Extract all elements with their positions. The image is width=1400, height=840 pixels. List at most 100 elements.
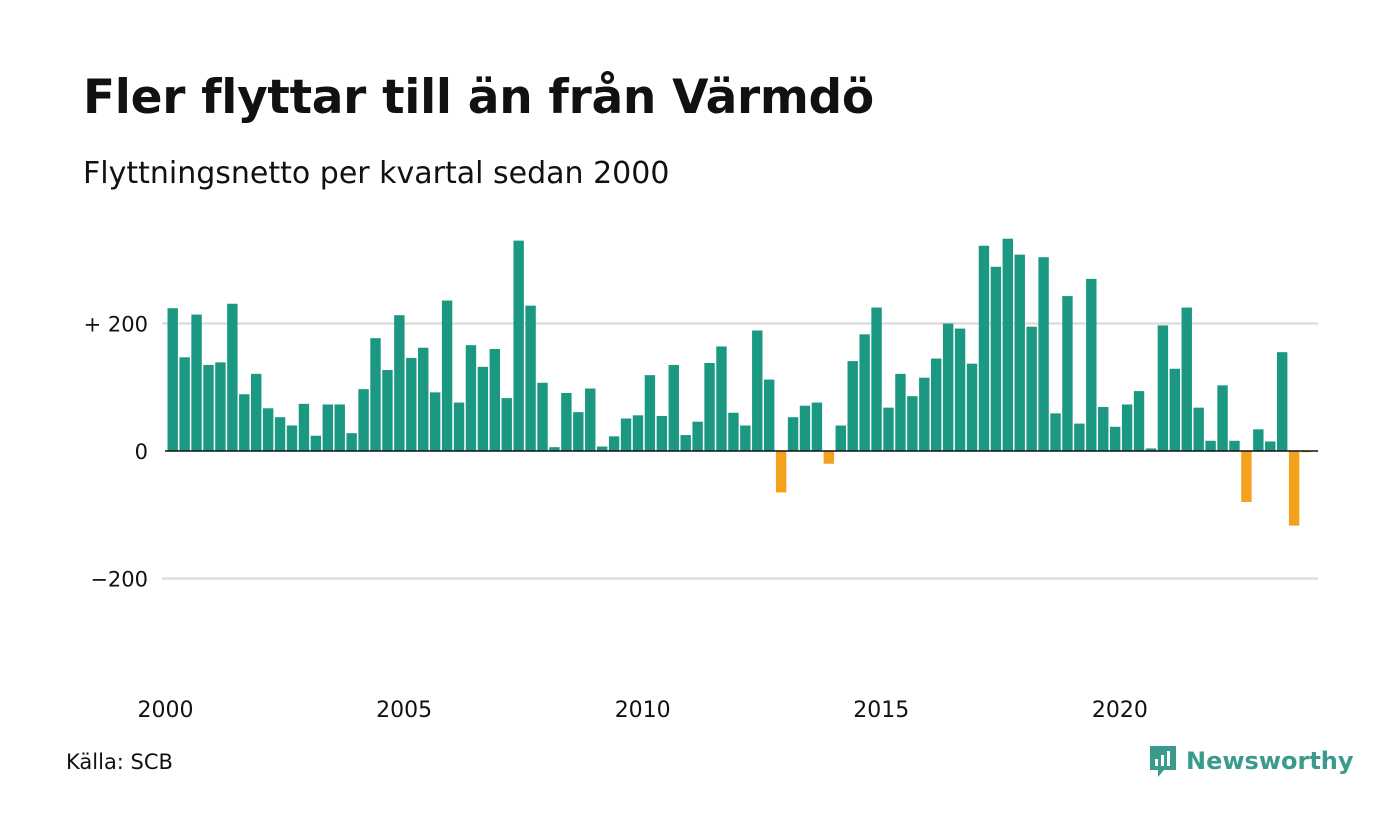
bar [668,364,679,451]
bar [692,421,703,451]
bar [954,328,966,451]
y-tick-label: 0 [135,440,148,464]
x-tick-label: 2000 [138,698,194,723]
bar [465,345,477,451]
bar [752,330,763,451]
bar [322,404,333,451]
y-tick-label: + 200 [84,313,148,337]
bar [406,357,417,451]
bar [585,388,596,451]
bar [573,412,584,451]
bar [1288,451,1300,526]
bar [489,349,501,451]
bar [346,433,357,451]
bar [704,363,715,451]
bar [680,435,691,451]
bar [978,245,990,451]
bar [239,394,250,451]
y-tick-label: −200 [90,568,148,592]
bar [1014,254,1025,451]
bar [227,303,238,451]
bar [1205,440,1216,451]
bar [1145,448,1157,451]
bars [167,238,1312,526]
bar [1133,391,1145,451]
x-tick-label: 2010 [615,698,671,723]
bar [1169,368,1181,451]
bar [1002,238,1013,451]
bar [477,366,489,451]
bar [608,436,620,451]
bar [632,415,644,451]
brand-logo[interactable]: Newsworthy [1148,744,1354,778]
bar [1253,429,1264,451]
bar [883,407,894,451]
bar [1074,423,1085,451]
bar [1026,326,1037,451]
bar [1181,307,1192,451]
bar [298,403,310,451]
bar [513,240,524,451]
bar [1109,426,1121,451]
bar [644,375,656,451]
bar [871,307,882,451]
bar [1241,451,1252,502]
bar [179,357,190,451]
bar [859,334,870,451]
x-tick-label: 2015 [853,698,909,723]
y-axis-labels: + 200 0 −200 [84,313,148,592]
bar [310,435,322,451]
x-axis-labels: 2000 2005 2010 2015 2020 [138,698,1148,723]
bar [1217,385,1228,451]
bar [203,364,214,451]
bar [215,362,226,451]
bar [775,451,787,493]
bar [286,425,298,451]
bar [907,396,918,451]
bar [1276,352,1288,451]
bar [1157,325,1169,451]
bar [823,451,835,464]
bar [1062,296,1073,451]
bar [847,361,858,451]
bar [799,405,811,451]
bar [1098,407,1109,451]
x-tick-label: 2005 [376,698,432,723]
bar [358,389,369,451]
bar [370,338,381,451]
bar [537,382,548,451]
bar [191,314,202,451]
bar [931,358,942,451]
bar [919,377,930,451]
bar [728,412,739,451]
bar [418,347,429,451]
newsworthy-logo-icon [1150,746,1176,777]
bar [1086,278,1097,452]
x-tick-label: 2020 [1092,698,1148,723]
chart-subtitle: Flyttningsnetto per kvartal sedan 2000 [83,156,670,191]
bar [1229,440,1240,451]
bar [811,402,823,451]
bar [274,417,286,451]
bar [716,346,727,451]
source-note: Källa: SCB [66,750,173,774]
bar [334,404,345,451]
bar [453,402,465,451]
bar [835,425,846,451]
bar [251,373,262,451]
bar [787,417,799,451]
bar [966,363,978,451]
bar [1121,404,1133,451]
bar [525,305,536,451]
bar [1050,413,1061,451]
bar [740,425,751,451]
bar [656,415,668,451]
bar [501,398,512,451]
bar [394,315,405,451]
bar [990,266,1002,451]
bar [764,379,775,451]
bar [620,418,632,451]
bar [561,392,572,451]
bar [167,308,178,451]
